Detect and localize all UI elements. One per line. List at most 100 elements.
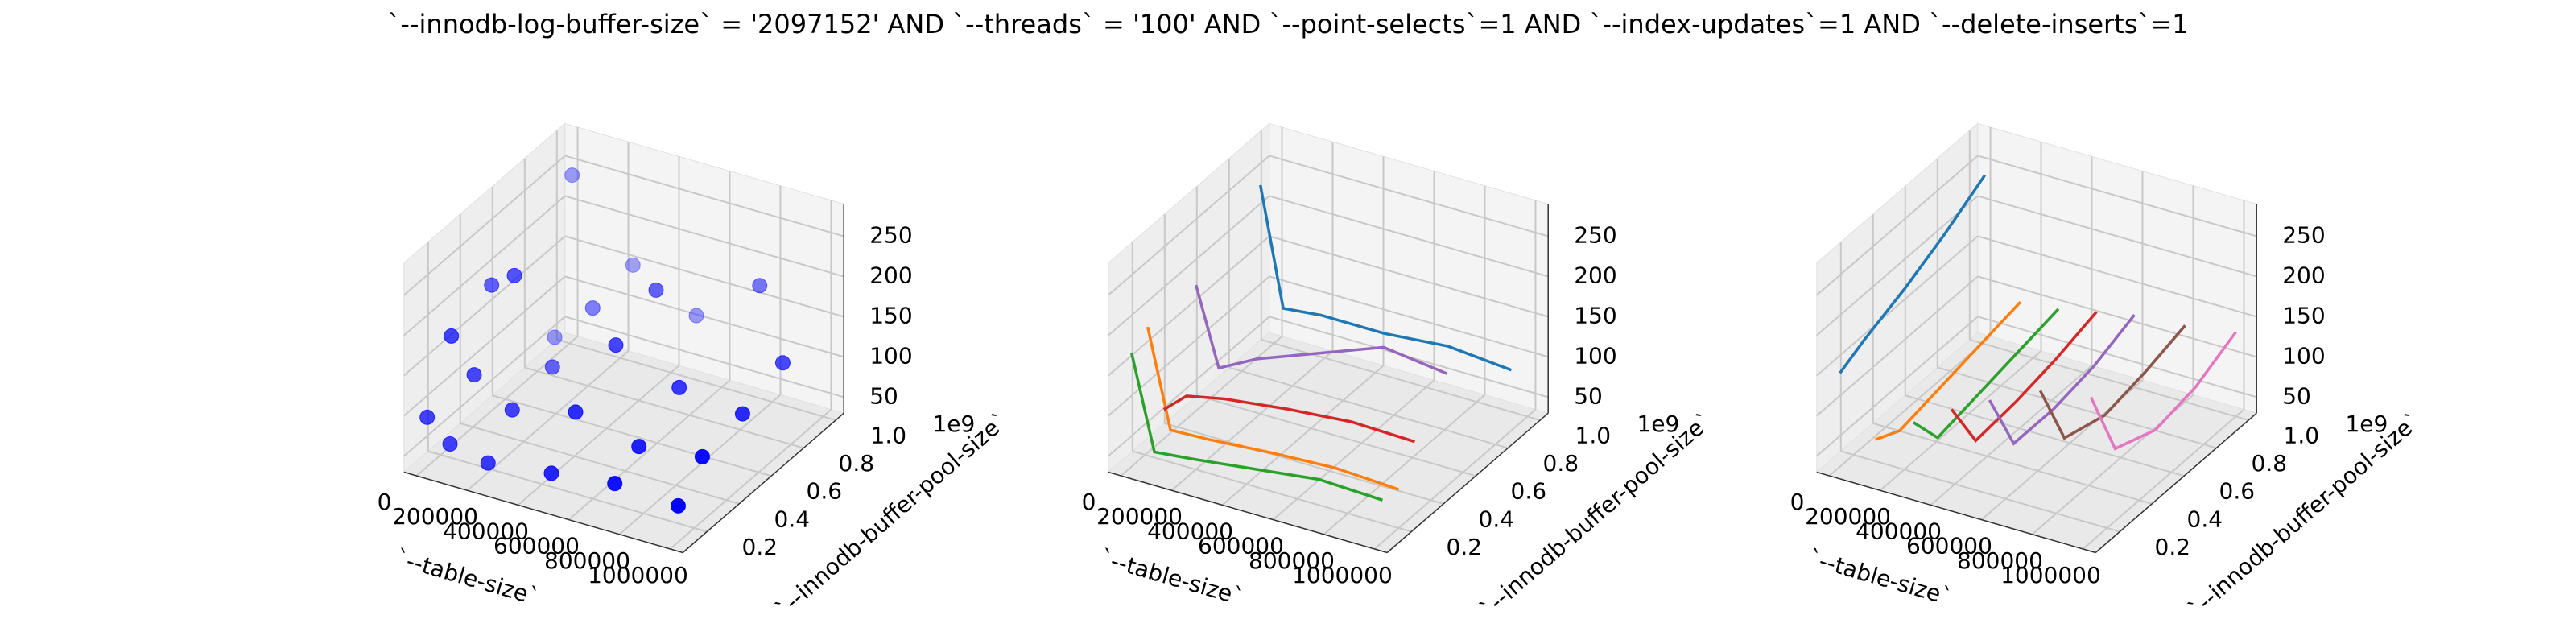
z-tick-label: 250	[2282, 221, 2325, 248]
grid-line	[403, 235, 566, 377]
grid-line	[556, 338, 836, 421]
point	[419, 409, 436, 425]
z-tick-label: 150	[869, 302, 912, 328]
grid-line	[1816, 195, 1979, 336]
grid-line	[1108, 275, 1270, 417]
x-tick-label: 600000	[1906, 533, 1992, 559]
x-tick-label: 800000	[544, 547, 630, 574]
y-tick-label: 0.4	[1479, 506, 1515, 532]
point	[480, 455, 496, 471]
x-tick-label: 200000	[1096, 503, 1183, 530]
series-line	[2089, 331, 2237, 451]
y-offset-label: 1e9	[2345, 411, 2388, 437]
y-offset-label: 1e9	[932, 411, 975, 437]
point	[631, 439, 647, 455]
point	[442, 436, 458, 452]
point	[504, 402, 520, 418]
series-line	[1839, 174, 1987, 374]
point	[543, 465, 559, 481]
y-tick-label: 0.4	[774, 506, 811, 532]
x-tick-label: 1000000	[1292, 562, 1393, 588]
grid-line	[1977, 235, 2257, 318]
grid-line	[568, 379, 731, 521]
y-tick-label: 0.4	[2187, 506, 2223, 532]
grid-line	[618, 394, 782, 535]
y-tick-label: 0.8	[1543, 450, 1579, 477]
z-tick-label: 50	[2282, 382, 2311, 409]
point	[774, 355, 791, 371]
x-tick-label: 400000	[443, 518, 529, 544]
grid-line	[1164, 422, 1444, 505]
y-tick-label: 0.6	[2219, 478, 2256, 505]
z-tick-label: 100	[869, 342, 912, 369]
grid-line	[1872, 422, 2153, 505]
grid-line	[1228, 366, 1509, 449]
z-tick-label: 200	[1574, 262, 1616, 288]
series-line	[1146, 326, 1400, 491]
grid-line	[1930, 365, 2093, 506]
grid-line	[1977, 275, 2257, 358]
grid-line	[1196, 394, 1476, 477]
axis-line	[2095, 412, 2257, 554]
grid-line	[1269, 195, 1549, 278]
grid-line	[1977, 155, 2257, 237]
x-tick-label: 1000000	[588, 562, 688, 588]
grid-line	[1373, 408, 1537, 550]
grid-line	[564, 235, 844, 318]
point	[444, 328, 460, 344]
z-tick-label: 100	[1574, 342, 1616, 369]
grid-line	[564, 155, 844, 237]
y-tick-label: 0.2	[2155, 534, 2191, 560]
grid-line	[1816, 275, 1979, 417]
grid-line	[1816, 235, 1979, 377]
y-tick-label: 0.6	[807, 478, 843, 505]
z-tick-label: 50	[1574, 382, 1603, 409]
series-line	[1129, 353, 1383, 502]
grid-line	[564, 275, 844, 358]
series-line	[1162, 394, 1415, 444]
subplot: 020000040000060000080000010000000.20.40.…	[1790, 122, 2426, 622]
point	[688, 308, 704, 324]
grid-line	[1170, 350, 1334, 491]
figure-title: `--innodb-log-buffer-size` = '2097152' A…	[387, 9, 2188, 39]
grid-line	[403, 195, 566, 336]
series-line	[2038, 324, 2186, 440]
point	[547, 329, 563, 345]
grid-line	[403, 155, 566, 296]
y-offset-label: 1e9	[1637, 411, 1679, 437]
point	[607, 476, 623, 492]
grid-line	[1937, 366, 2217, 449]
series-line	[1988, 314, 2136, 446]
x-tick-label: 200000	[1805, 503, 1891, 530]
grid-line	[427, 450, 708, 533]
series-line	[1195, 284, 1448, 375]
z-tick-label: 250	[869, 221, 912, 248]
point	[506, 267, 522, 283]
grid-line	[524, 366, 804, 449]
grid-line	[1269, 235, 1549, 318]
z-tick-label: 250	[1574, 221, 1616, 248]
x-tick-label: 400000	[1147, 518, 1233, 544]
point	[648, 282, 664, 298]
z-tick-label: 150	[1574, 302, 1616, 328]
grid-line	[517, 365, 680, 506]
y-tick-label: 0.8	[839, 450, 875, 477]
series-line	[1950, 311, 2098, 443]
grid-line	[1816, 316, 1979, 457]
grid-line	[1108, 195, 1270, 336]
grid-line	[403, 275, 566, 417]
y-tick-label: 0.6	[1511, 478, 1547, 505]
point	[752, 278, 768, 294]
y-tick-label: 1.0	[1575, 422, 1612, 448]
x-tick-label: 200000	[392, 503, 478, 530]
point	[544, 359, 560, 375]
z-tick-label: 150	[2282, 302, 2325, 328]
y-tick-label: 1.0	[871, 422, 907, 448]
x-tick-label: 400000	[1856, 518, 1942, 544]
grid-line	[2082, 408, 2245, 550]
z-tick-label: 200	[2282, 262, 2325, 288]
z-tick-label: 100	[2282, 342, 2325, 369]
axis-line	[403, 471, 683, 554]
grid-line	[1108, 155, 1270, 296]
point	[564, 167, 580, 184]
